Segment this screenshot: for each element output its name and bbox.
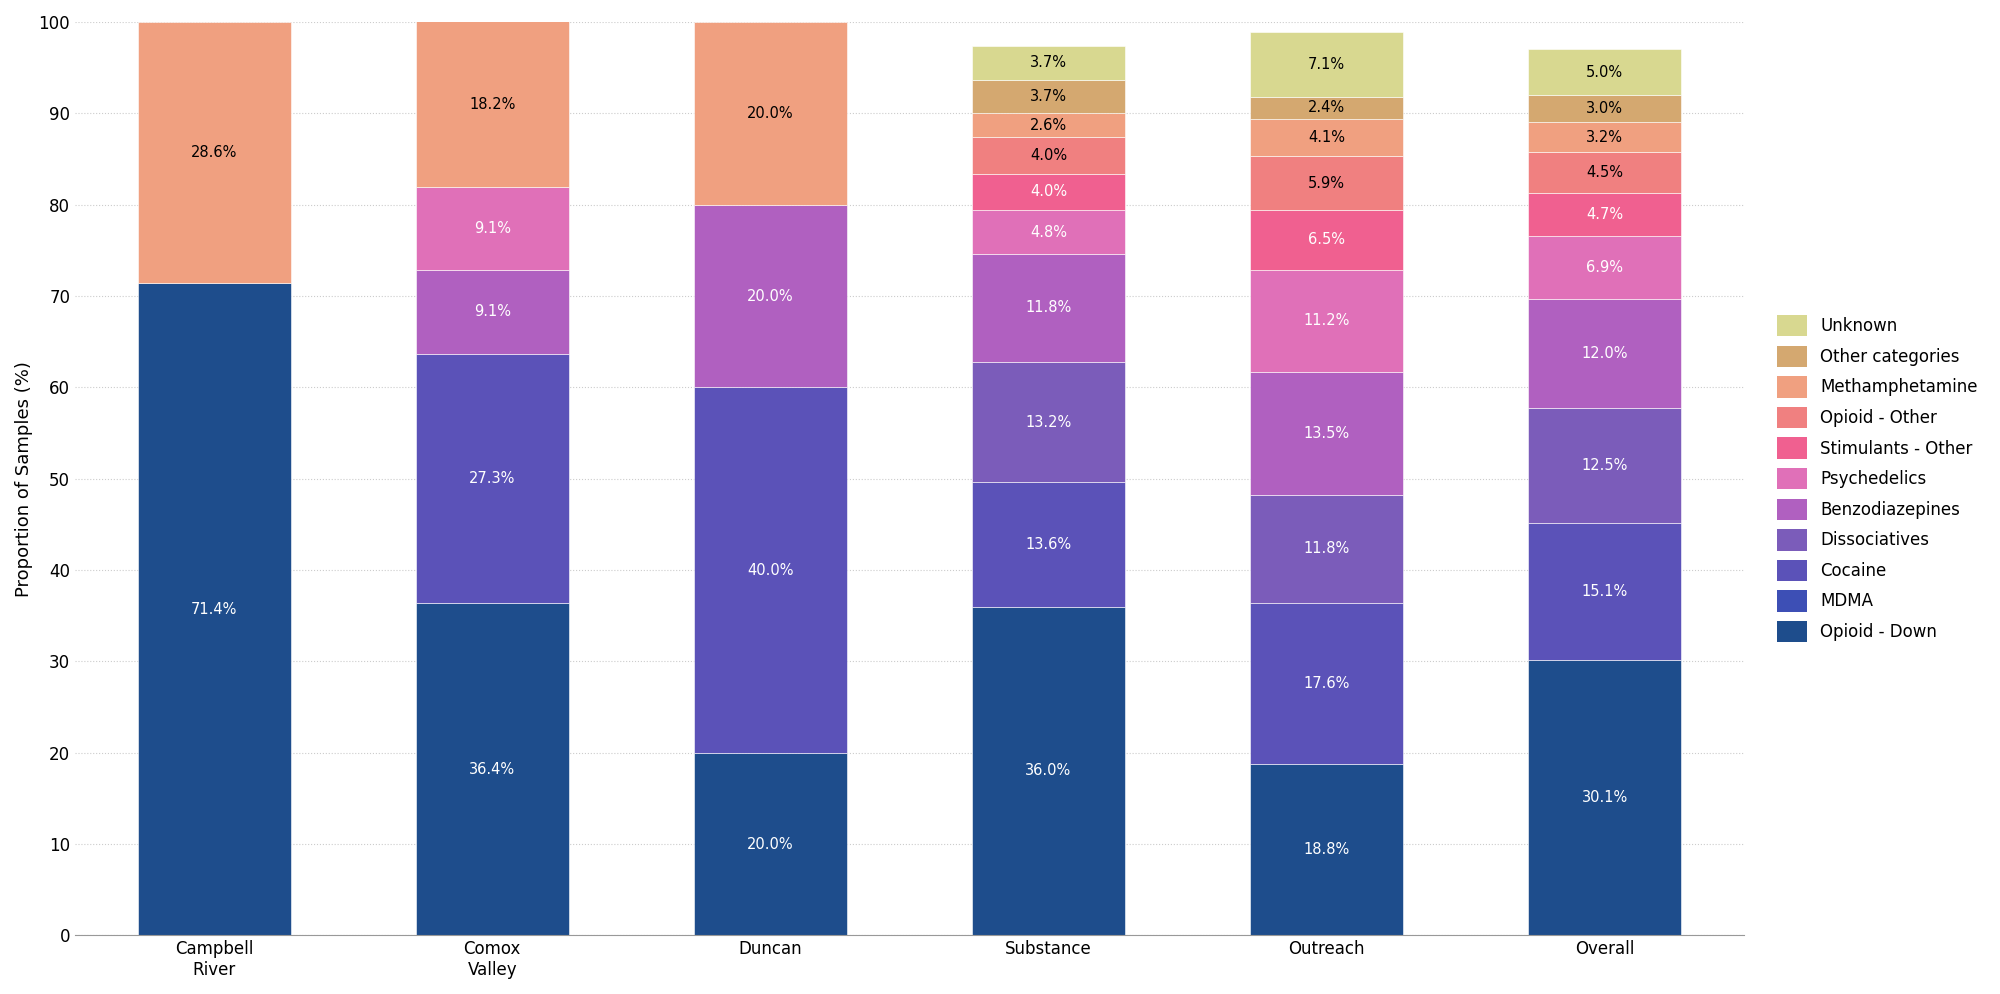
Bar [1250, 210, 1402, 269]
Bar [972, 210, 1124, 254]
Text: 3.2%: 3.2% [1586, 129, 1624, 144]
Text: 11.8%: 11.8% [1026, 300, 1072, 315]
Bar [416, 270, 568, 354]
Text: 20.0%: 20.0% [746, 105, 794, 121]
Bar [138, 283, 290, 935]
Bar [1250, 269, 1402, 372]
Legend: Unknown, Other categories, Methamphetamine, Opioid - Other, Stimulants - Other, : Unknown, Other categories, Methamphetami… [1768, 307, 1986, 651]
Bar [1250, 763, 1402, 935]
Text: 36.4%: 36.4% [470, 761, 516, 776]
Text: 36.0%: 36.0% [1026, 763, 1072, 778]
Bar [694, 205, 846, 388]
Bar [972, 606, 1124, 935]
Bar [972, 362, 1124, 482]
Text: 7.1%: 7.1% [1308, 57, 1346, 72]
Bar [138, 22, 290, 283]
Text: 5.9%: 5.9% [1308, 176, 1346, 191]
Y-axis label: Proportion of Samples (%): Proportion of Samples (%) [14, 361, 32, 596]
Text: 4.0%: 4.0% [1030, 184, 1066, 200]
Bar [1528, 50, 1682, 95]
Text: 4.8%: 4.8% [1030, 225, 1066, 240]
Text: 13.6%: 13.6% [1026, 537, 1072, 552]
Text: 6.9%: 6.9% [1586, 259, 1624, 274]
Bar [694, 752, 846, 935]
Bar [1528, 122, 1682, 152]
Bar [972, 482, 1124, 606]
Text: 11.2%: 11.2% [1304, 313, 1350, 328]
Text: 30.1%: 30.1% [1582, 790, 1628, 805]
Bar [416, 21, 568, 187]
Text: 20.0%: 20.0% [746, 288, 794, 303]
Bar [1528, 299, 1682, 409]
Bar [1250, 96, 1402, 119]
Text: 4.7%: 4.7% [1586, 207, 1624, 222]
Bar [1250, 156, 1402, 210]
Text: 4.5%: 4.5% [1586, 165, 1624, 180]
Text: 28.6%: 28.6% [190, 145, 238, 160]
Text: 20.0%: 20.0% [746, 837, 794, 852]
Text: 15.1%: 15.1% [1582, 583, 1628, 599]
Bar [1528, 193, 1682, 236]
Text: 40.0%: 40.0% [748, 563, 794, 578]
Bar [1250, 603, 1402, 763]
Text: 5.0%: 5.0% [1586, 65, 1624, 80]
Text: 11.8%: 11.8% [1304, 542, 1350, 557]
Bar [416, 603, 568, 935]
Text: 3.0%: 3.0% [1586, 101, 1624, 116]
Bar [972, 254, 1124, 362]
Text: 4.1%: 4.1% [1308, 130, 1346, 145]
Text: 2.6%: 2.6% [1030, 117, 1066, 133]
Text: 71.4%: 71.4% [190, 601, 238, 616]
Text: 17.6%: 17.6% [1304, 676, 1350, 691]
Bar [972, 80, 1124, 113]
Bar [1528, 660, 1682, 935]
Bar [1250, 372, 1402, 495]
Text: 13.2%: 13.2% [1026, 414, 1072, 429]
Bar [416, 187, 568, 270]
Text: 18.8%: 18.8% [1304, 842, 1350, 857]
Text: 3.7%: 3.7% [1030, 88, 1066, 104]
Text: 3.7%: 3.7% [1030, 55, 1066, 71]
Bar [972, 46, 1124, 80]
Text: 6.5%: 6.5% [1308, 233, 1346, 248]
Bar [694, 22, 846, 205]
Text: 2.4%: 2.4% [1308, 100, 1346, 115]
Text: 12.5%: 12.5% [1582, 458, 1628, 473]
Text: 13.5%: 13.5% [1304, 426, 1350, 441]
Bar [694, 388, 846, 752]
Bar [416, 354, 568, 603]
Text: 27.3%: 27.3% [470, 471, 516, 486]
Bar [1250, 495, 1402, 603]
Text: 4.0%: 4.0% [1030, 148, 1066, 163]
Text: 12.0%: 12.0% [1582, 346, 1628, 361]
Bar [1528, 409, 1682, 523]
Bar [1250, 32, 1402, 96]
Text: 9.1%: 9.1% [474, 304, 510, 319]
Bar [1528, 152, 1682, 193]
Bar [972, 113, 1124, 137]
Bar [1528, 236, 1682, 299]
Text: 18.2%: 18.2% [470, 96, 516, 111]
Bar [972, 137, 1124, 174]
Bar [1528, 523, 1682, 660]
Bar [972, 174, 1124, 210]
Text: 9.1%: 9.1% [474, 222, 510, 237]
Bar [1528, 95, 1682, 122]
Bar [1250, 119, 1402, 156]
